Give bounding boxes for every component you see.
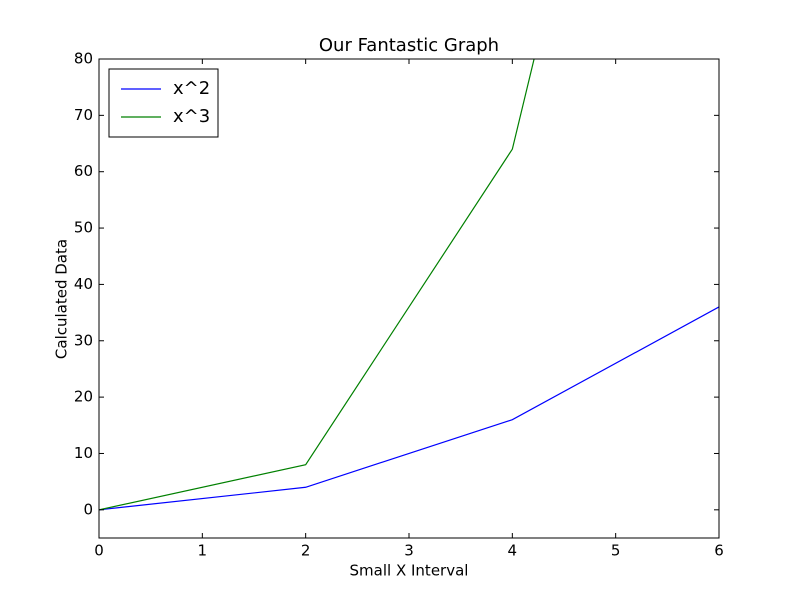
x-tick-label: 2 xyxy=(301,542,311,560)
y-tick-label: 70 xyxy=(74,106,93,124)
x-tick-label: 0 xyxy=(94,542,104,560)
x-axis-label: Small X Interval xyxy=(350,562,469,580)
y-axis-label: Calculated Data xyxy=(53,239,71,359)
legend-text: x^2 xyxy=(173,78,210,99)
y-tick-label: 20 xyxy=(74,388,93,406)
line-series xyxy=(99,306,719,511)
plot-area xyxy=(99,59,719,511)
legend-box xyxy=(108,68,219,138)
chart-title: Our Fantastic Graph xyxy=(319,35,499,56)
y-tick-label: 30 xyxy=(74,331,93,349)
x-tick-label: 3 xyxy=(404,542,414,560)
y-tick-label: 80 xyxy=(74,50,93,68)
x-tick-label: 5 xyxy=(611,542,621,560)
x-tick-label: 1 xyxy=(198,542,208,560)
x-tick-label: 4 xyxy=(508,542,518,560)
y-tick-label: 50 xyxy=(74,219,93,237)
y-tick-label: 10 xyxy=(74,444,93,462)
y-tick-label: 40 xyxy=(74,275,93,293)
y-tick-label: 0 xyxy=(83,500,93,518)
line-series xyxy=(99,59,535,511)
x-tick-label: 6 xyxy=(714,542,724,560)
y-tick-label: 60 xyxy=(74,162,93,180)
legend-text: x^3 xyxy=(173,106,210,127)
